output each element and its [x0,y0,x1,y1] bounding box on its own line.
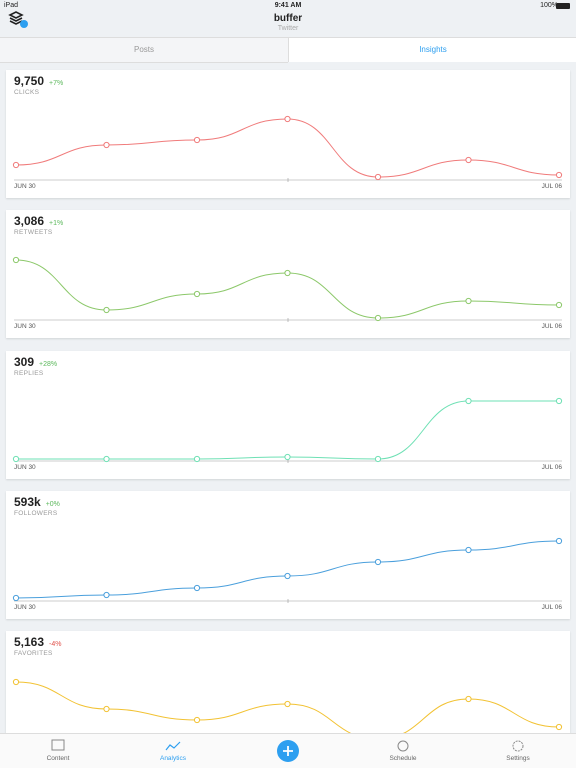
schedule-icon[interactable] [397,740,409,752]
start-date: JUN 30 [14,603,36,611]
header-title: buffer [273,13,303,24]
data-point [12,594,20,601]
data-point [193,291,201,298]
trend-line [15,118,560,178]
end-date: JUL 06 [541,603,562,611]
trend-line [15,540,560,599]
tab-posts[interactable]: Posts [0,37,288,63]
data-point [193,717,201,724]
trend-line [15,400,559,460]
data-point [555,171,563,179]
total-value: 309 [14,354,35,369]
data-point [465,696,472,703]
data-point [555,397,563,404]
card-label: FAVORITES [14,650,53,658]
data-point [284,701,291,708]
buffer-logo[interactable] [8,11,28,28]
data-point [103,141,110,149]
change-value: +7% [49,80,64,87]
insight-card: 309 +28% REPLIES JUN 30 JUL 06 [6,350,570,479]
data-point [12,161,20,169]
time: 9:41 AM [274,2,302,9]
insight-card: 9,750 +7% CLICKS JUN 30 JUL 06 [6,70,570,198]
data-point [465,298,472,305]
settings-icon[interactable] [512,740,524,752]
tab-content[interactable]: Content [46,755,70,762]
data-point [555,302,563,309]
total-value: 5,163 [14,635,45,650]
data-point [12,455,20,462]
analytics-icon[interactable] [165,741,181,751]
data-point [374,315,382,322]
card-total: 309 +28% [14,355,57,369]
data-point [555,724,563,731]
tab-settings[interactable]: Settings [506,755,530,762]
card-total: 593k +0% [14,495,60,509]
data-point [284,453,291,460]
total-value: 9,750 [14,74,45,88]
total-value: 3,086 [14,214,45,229]
data-point [12,257,20,264]
insight-card: 3,086 +1% RETWEETS JUN 30 JUL 06 [6,210,570,339]
change-value: +1% [49,220,64,228]
end-date: JUL 06 [541,323,562,331]
card-total: 9,750 +7% [14,74,63,88]
data-point [193,455,201,462]
end-date: JUL 06 [541,463,562,471]
start-date: JUN 30 [14,463,36,471]
tab-insights[interactable]: Insights [288,37,576,62]
data-point [12,679,20,686]
data-point [103,591,110,598]
start-date: JUN 30 [14,323,36,331]
card-total: 5,163 -4% [14,635,61,649]
data-point [555,537,563,544]
trend-line [15,681,560,740]
content-icon[interactable] [51,739,65,751]
card-total: 3,086 +1% [14,214,63,228]
start-date: JUN 30 [14,183,36,190]
tab-icons [51,739,524,762]
data-point [103,706,110,713]
trend-line [15,259,560,319]
card-label: RETWEETS [14,229,53,237]
data-point [374,455,382,462]
end-date: JUL 06 [541,183,562,190]
data-point [465,397,472,404]
battery: 100% [540,2,558,9]
data-point [103,455,110,462]
data-point [465,156,472,164]
change-value: +0% [45,500,60,508]
insight-card: 593k +0% FOLLOWERS JUN 30 JUL 06 [6,490,570,619]
sparkline [12,397,563,463]
change-value: -4% [49,641,62,649]
card-label: REPLIES [14,369,44,377]
sparkline [12,537,563,603]
card-label: FOLLOWERS [14,509,58,517]
tab-analytics[interactable]: Analytics [159,755,186,762]
tab-schedule[interactable]: Schedule [389,755,417,762]
change-value: +28% [39,360,58,368]
header-subtitle: Twitter [277,25,299,32]
sparkline [12,257,563,323]
data-point [374,558,382,565]
data-point [284,270,291,277]
battery-icon [556,3,570,9]
sparkline [12,115,563,182]
data-point [193,584,201,591]
total-value: 593k [14,494,41,509]
data-point [103,307,110,314]
data-point [284,115,291,123]
card-label: CLICKS [14,89,40,96]
data-point [374,173,382,181]
data-point [465,546,472,553]
data-point [284,572,291,579]
tab-bar: Content Analytics Schedule Settings [0,733,576,768]
device: iPad [4,2,19,9]
data-point [193,136,201,144]
